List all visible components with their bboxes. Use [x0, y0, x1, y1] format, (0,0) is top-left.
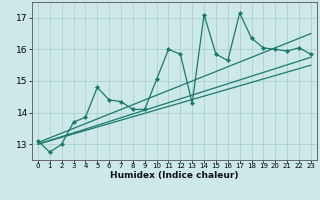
- X-axis label: Humidex (Indice chaleur): Humidex (Indice chaleur): [110, 171, 239, 180]
